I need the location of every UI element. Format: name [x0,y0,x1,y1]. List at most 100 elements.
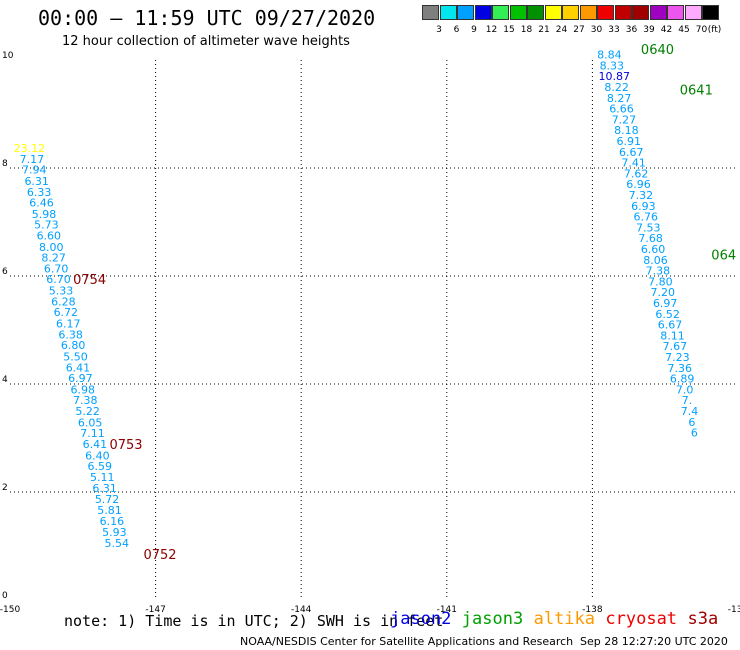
wave-height-point: 7.36 [668,362,693,375]
y-tick-label: 0 [2,591,8,601]
wave-height-point: 6.97 [653,297,678,310]
credit-line: NOAA/NESDIS Center for Satellite Applica… [240,635,574,648]
chart-subtitle: 12 hour collection of altimeter wave hei… [62,34,350,49]
wave-height-point: 8.27 [607,92,632,105]
wave-height-point: 7.17 [20,153,45,166]
wave-height-point: 7.53 [636,221,661,234]
satellite-s3a: s3a [687,609,719,629]
wave-height-point: 5.50 [63,350,88,363]
wave-height-point: 5.93 [102,526,127,539]
wave-height-point: 8.84 [597,49,622,62]
legend-swatch [684,5,702,20]
legend-swatch [562,5,579,20]
time-label: 0640 [641,43,674,58]
wave-height-point: 7. [682,394,693,407]
legend-label: 6 [453,25,460,35]
wave-height-point: 6.89 [670,373,695,386]
wave-height-point: 6.72 [54,306,79,319]
legend-label: 9 [471,25,477,35]
wave-height-point: 6.98 [71,383,96,396]
y-tick-label: 2 [2,483,8,493]
time-label: 0641 [680,84,713,99]
legend-swatch [439,5,457,20]
time-label: 0753 [109,438,142,453]
x-tick-label: -144 [291,605,312,615]
legend-swatch [422,5,439,20]
wave-height-point: 8.00 [39,241,64,254]
wave-height-point: 6.05 [78,416,103,429]
wave-height-point: 7.23 [665,351,690,364]
legend-label: 27 [573,25,585,35]
legend-swatch [702,5,719,20]
legend-label: 39 [643,25,655,35]
wave-height-point: 6.41 [66,361,91,374]
y-tick-label: 8 [2,159,8,169]
wave-height-point: 6.66 [609,103,634,116]
wave-height-point: 6 [691,427,698,440]
wave-height-point: 7.0 [676,383,694,396]
x-tick-label: -150 [0,605,20,615]
legend-label: 36 [625,25,638,35]
legend-swatch [527,5,544,20]
chart-time-labels: 0754 0753 0752 0640 0641 064 [73,43,736,563]
wave-height-point: 7.38 [73,394,98,407]
x-tick-label: -138 [582,605,603,615]
legend-label: 33 [608,25,620,35]
wave-height-point: 10.87 [598,70,630,83]
page-title: 00:00 – 11:59 UTC 09/27/2020 [38,6,376,30]
wave-height-point: 6.40 [85,449,110,462]
x-tick-label: -147 [145,605,165,615]
legend-label: 30 [590,25,603,35]
wave-height-point: 6.97 [68,372,93,385]
wave-height-point: 7.4 [681,405,699,418]
wave-height-point: 7.80 [648,275,673,288]
legend-swatch [474,5,492,20]
satellite-altika: altika [533,609,596,629]
wave-height-point: 7.11 [80,427,105,440]
wave-height-point: 6.60 [37,230,62,243]
legend-label: 70 [695,25,708,35]
chart-points: 23.127.177.946.316.336.465.985.736.608.0… [14,49,699,550]
wave-height-point: 5.54 [105,537,130,550]
wave-height-point: 6.28 [51,295,76,308]
wave-height-point: 7.62 [624,167,649,180]
time-label: 064 [711,248,736,263]
wave-height-point: 6.70 [46,273,71,286]
legend-label: 3 [436,25,442,35]
wave-height-point: 5.81 [97,504,122,517]
legend-label: 18 [520,25,533,35]
chart-grid [10,60,738,600]
wave-height-point: 6.91 [617,135,642,148]
wave-height-point: 6.16 [100,515,125,528]
wave-height-point: 5.73 [34,219,59,232]
satellite-jason2: jason2 [390,609,452,629]
legend-label: 24 [555,25,568,35]
wave-height-point: 5.11 [90,471,115,484]
wave-height-point: 7.94 [22,164,47,177]
wave-height-point: 7.27 [612,113,637,126]
wave-height-point: 6.93 [631,200,656,213]
wave-height-point: 8.06 [643,254,668,267]
wave-height-point: 6.46 [29,197,54,210]
wave-height-point: 7.38 [646,265,671,278]
wave-height-point: 7.20 [651,286,676,299]
legend-swatch [492,5,509,20]
wave-height-point: 6.31 [24,175,49,188]
footer-note: note: 1) Time is in UTC; 2) SWH is in fe… [64,612,444,630]
wave-height-point: 6.70 [44,262,69,275]
y-tick-label: 6 [2,267,8,277]
wave-height-point: 6.41 [83,438,108,451]
satellite-cryosat: cryosat [605,609,678,629]
wave-height-point: 23.12 [14,142,46,155]
legend-swatch [509,5,527,20]
legend-label: 21 [538,25,550,35]
chart-axes: -150 -147 -144 -141 -138 -135 0 2 4 6 8 10 [0,51,740,615]
y-tick-label: 10 [2,51,14,61]
legend-label: 42 [660,25,673,35]
wave-height-point: 6.52 [655,308,680,321]
wave-height-point: 5.33 [49,285,74,298]
wave-height-point: 6.80 [61,339,86,352]
generated-timestamp: Sep 28 12:27:20 UTC 2020 [580,635,728,648]
